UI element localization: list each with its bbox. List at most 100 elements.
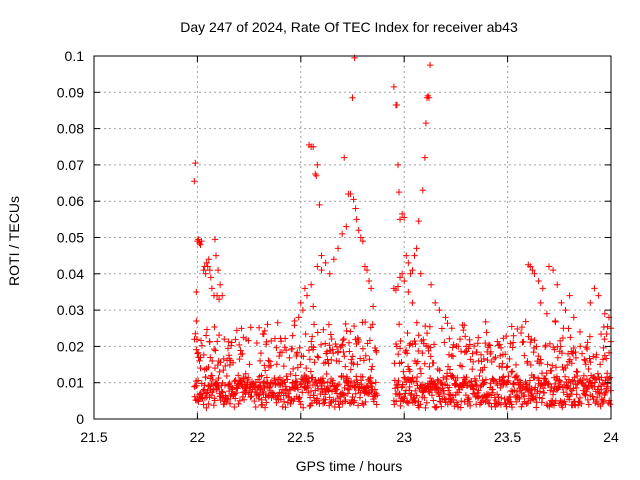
data-point <box>192 330 199 337</box>
data-point <box>476 372 483 380</box>
data-point <box>438 325 446 332</box>
data-points <box>191 54 615 412</box>
data-point <box>423 399 431 406</box>
data-point <box>438 403 445 410</box>
data-point <box>305 377 313 385</box>
data-point <box>563 361 571 369</box>
data-point <box>452 391 459 399</box>
data-point <box>511 387 518 394</box>
data-point <box>509 339 517 346</box>
data-point <box>219 389 226 396</box>
data-point <box>427 353 434 360</box>
data-point <box>369 321 376 328</box>
data-point <box>368 366 375 373</box>
data-point <box>460 326 467 334</box>
data-point <box>562 401 569 408</box>
data-point <box>473 349 481 356</box>
data-point <box>582 357 589 365</box>
data-point <box>426 374 434 382</box>
data-point <box>513 372 521 380</box>
data-point <box>339 336 347 344</box>
data-point <box>537 356 544 363</box>
data-point <box>313 172 320 179</box>
data-point <box>587 358 594 366</box>
data-point <box>515 394 523 401</box>
data-point <box>539 395 546 402</box>
data-point <box>256 357 264 365</box>
data-point <box>293 378 301 385</box>
data-point <box>426 61 434 69</box>
data-point <box>284 399 291 406</box>
data-point <box>289 345 296 352</box>
data-point <box>482 376 490 383</box>
data-point <box>347 377 355 385</box>
data-point <box>261 362 268 369</box>
data-point <box>194 350 201 357</box>
data-point <box>345 339 353 347</box>
data-point <box>480 355 488 363</box>
data-point <box>350 196 357 203</box>
data-point <box>405 288 412 296</box>
data-point <box>266 358 274 365</box>
data-point <box>432 299 439 307</box>
data-point <box>532 384 539 391</box>
data-point <box>221 381 229 389</box>
data-point <box>263 338 270 346</box>
data-point <box>235 341 243 349</box>
data-point <box>265 384 273 392</box>
data-point <box>573 368 580 375</box>
data-point <box>562 306 569 314</box>
data-point <box>214 266 222 274</box>
data-point <box>346 400 354 407</box>
data-point <box>521 352 528 359</box>
data-point <box>242 370 249 377</box>
data-point <box>335 348 342 355</box>
data-point <box>226 400 234 407</box>
data-point <box>426 363 433 370</box>
data-point <box>245 337 252 344</box>
data-point <box>307 387 315 395</box>
data-point <box>373 348 380 356</box>
data-point <box>508 368 515 376</box>
data-point <box>330 256 338 263</box>
data-point <box>215 374 222 382</box>
data-point <box>294 386 302 393</box>
data-point <box>295 314 302 321</box>
data-point <box>404 363 412 370</box>
data-point <box>240 373 248 381</box>
data-point <box>603 370 611 377</box>
data-point <box>194 377 202 384</box>
data-point <box>354 361 361 368</box>
data-point <box>565 325 572 332</box>
data-point <box>466 398 473 405</box>
data-point <box>489 386 496 393</box>
data-point <box>403 350 411 357</box>
y-tick-label: 0.09 <box>57 84 84 100</box>
data-point <box>297 361 304 368</box>
data-point <box>552 364 560 371</box>
data-point <box>483 329 490 336</box>
y-tick-label: 0.05 <box>57 230 84 246</box>
data-point <box>576 394 584 402</box>
data-point <box>601 352 608 359</box>
data-point <box>579 387 587 394</box>
data-point <box>448 325 455 332</box>
data-point <box>294 349 301 356</box>
data-point <box>289 365 297 373</box>
data-point <box>502 351 509 358</box>
data-point <box>458 397 465 405</box>
data-point <box>469 350 476 357</box>
data-point <box>601 335 608 343</box>
data-point <box>325 386 332 394</box>
data-point <box>280 398 288 405</box>
data-point <box>208 372 216 379</box>
data-point <box>287 400 294 408</box>
data-point <box>600 381 608 388</box>
data-point <box>559 404 566 411</box>
data-point <box>307 368 315 375</box>
data-point <box>361 263 369 270</box>
data-point <box>255 324 263 332</box>
data-point <box>215 331 223 339</box>
data-point <box>200 401 207 408</box>
data-point <box>542 342 549 349</box>
